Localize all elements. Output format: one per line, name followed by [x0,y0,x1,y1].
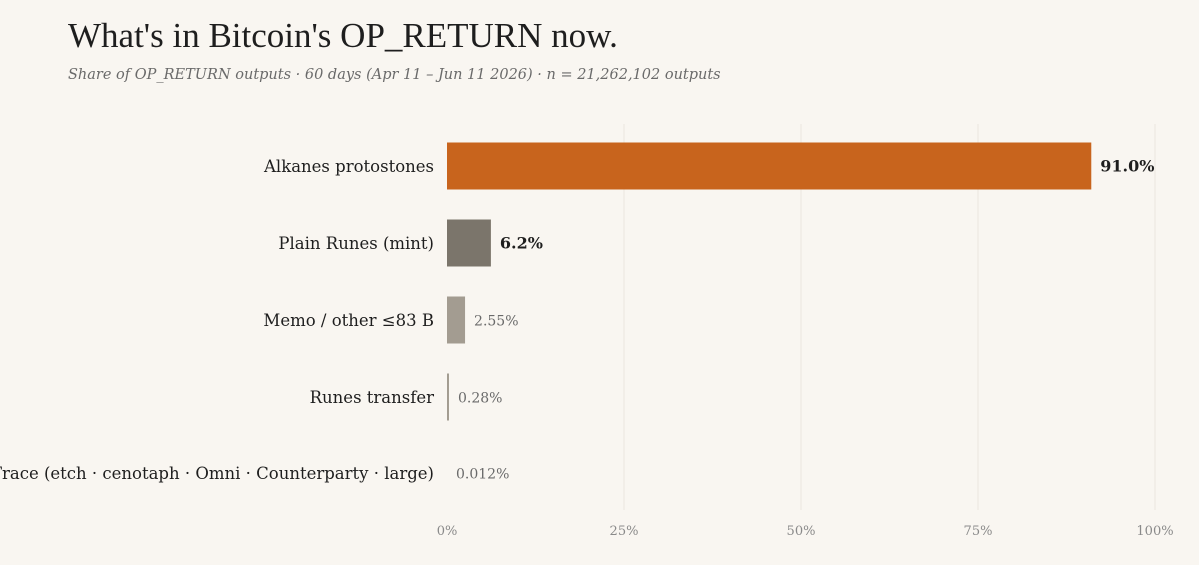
chart-subtitle: Share of OP_RETURN outputs · 60 days (Ap… [68,67,721,83]
value-label-2: 2.55% [474,314,518,330]
bar-1 [447,219,491,267]
x-tick-label-75: 75% [964,524,993,539]
category-labels: Alkanes protostones Plain Runes (mint) Mem… [0,157,434,483]
bar-2 [447,296,466,344]
bar-3 [447,373,449,421]
x-tick-label-50: 50% [787,524,816,539]
bars [447,142,1092,421]
category-label-3: Runes transfer [310,388,434,407]
category-label-4: Trace (etch · cenotaph · Omni · Counterp… [0,464,434,483]
chart-title: What's in Bitcoin's OP_RETURN now. [68,16,618,55]
value-label-4: 0.012% [456,467,509,483]
bar-0 [447,142,1092,190]
category-label-0: Alkanes protostones [263,157,434,176]
value-label-0: 91.0% [1100,157,1154,176]
value-label-1: 6.2% [500,234,543,253]
value-label-3: 0.28% [458,391,502,407]
x-tick-label-100: 100% [1136,524,1173,539]
x-tick-label-0: 0% [437,524,458,539]
x-axis-ticks: 0% 25% 50% 75% 100% [437,524,1174,539]
value-labels: 91.0% 6.2% 2.55% 0.28% 0.012% [456,157,1154,483]
category-label-2: Memo / other ≤83 B [263,311,434,330]
category-label-1: Plain Runes (mint) [278,234,434,253]
x-tick-label-25: 25% [610,524,639,539]
